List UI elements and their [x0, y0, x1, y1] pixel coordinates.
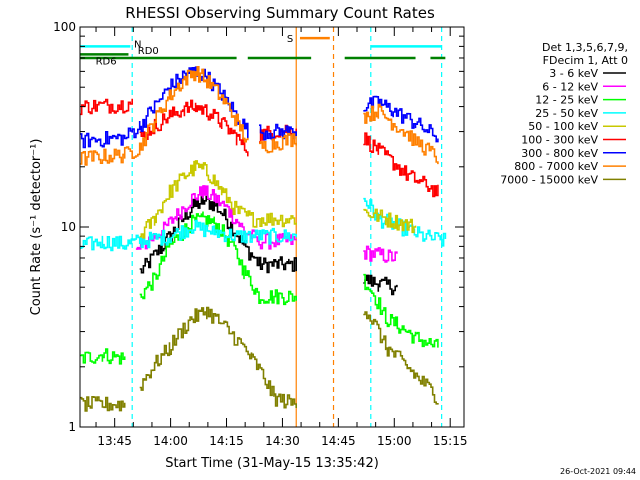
series-line-800-7000-kev — [363, 103, 439, 165]
legend-label: 800 - 7000 keV — [514, 160, 598, 173]
legend-label: 7000 - 15000 keV — [500, 173, 598, 186]
legend-header-line: Det 1,3,5,6,7,9, — [542, 41, 628, 54]
series-line-7000-15000-kev — [139, 306, 297, 409]
series-line-100-300-kev — [80, 98, 133, 116]
series-line-100-300-kev — [139, 99, 249, 157]
y-axis: 1 10 100 — [53, 20, 464, 434]
series-line-25-50-kev — [80, 219, 297, 252]
series-line-800-7000-kev — [80, 66, 249, 166]
series-line-12-25-kev — [363, 273, 439, 348]
legend-label: 50 - 100 keV — [528, 120, 598, 133]
x-tick-label: 14:45 — [321, 434, 356, 448]
plot-area: N S RD0 RD6 — [80, 27, 447, 427]
series-line-300-800-kev — [363, 95, 439, 143]
chart-title: RHESSI Observing Summary Count Rates — [125, 4, 435, 22]
legend-label: 6 - 12 keV — [542, 80, 598, 93]
y-tick-label: 1 — [68, 420, 76, 434]
legend: Det 1,3,5,6,7,9,FDecim 1, Att 03 - 6 keV… — [500, 41, 628, 186]
series-line-12-25-kev — [80, 348, 126, 365]
series-line-300-800-kev — [80, 66, 249, 149]
timestamp: 26-Oct-2021 09:44 — [560, 467, 636, 476]
y-tick-label: 10 — [61, 220, 76, 234]
series-line-6-12-kev — [363, 245, 398, 263]
legend-label: 300 - 800 keV — [521, 147, 598, 160]
legend-label: 100 - 300 keV — [521, 134, 598, 147]
series-line-7000-15000-kev — [363, 311, 439, 405]
legend-header-line: FDecim 1, Att 0 — [543, 54, 628, 67]
legend-label: 3 - 6 keV — [549, 67, 598, 80]
x-tick-label: 15:15 — [433, 434, 468, 448]
x-tick-label: 15:00 — [377, 434, 412, 448]
x-tick-label: 14:30 — [265, 434, 300, 448]
legend-label: 25 - 50 keV — [535, 107, 598, 120]
series-line-100-300-kev — [363, 132, 439, 198]
flag-label-saa: S — [287, 34, 293, 45]
series-line-7000-15000-kev — [80, 396, 126, 412]
series-line-800-7000-kev — [259, 132, 297, 154]
legend-label: 12 - 25 keV — [535, 94, 598, 107]
x-axis: 13:45 14:00 14:15 14:30 14:45 15:00 15:15 — [95, 27, 468, 448]
y-axis-label: Count Rate (s⁻¹ detector⁻¹) — [29, 139, 44, 316]
flag-label-night: N — [134, 39, 141, 50]
x-tick-label: 14:00 — [153, 434, 188, 448]
x-tick-label: 13:45 — [97, 434, 132, 448]
series-line-3-6-kev — [363, 274, 398, 296]
plot-content: N S RD0 RD6 — [80, 27, 447, 427]
flag-label-rd0: RD0 — [138, 46, 159, 57]
x-axis-label: Start Time (31-May-15 13:35:42) — [165, 456, 379, 471]
flag-label-rd6: RD6 — [96, 56, 117, 67]
y-tick-label: 100 — [53, 20, 76, 34]
series-line-50-100-kev — [139, 160, 297, 239]
series-line-50-100-kev — [363, 208, 417, 234]
x-tick-label: 14:15 — [209, 434, 244, 448]
series-line-300-800-kev — [259, 123, 297, 141]
